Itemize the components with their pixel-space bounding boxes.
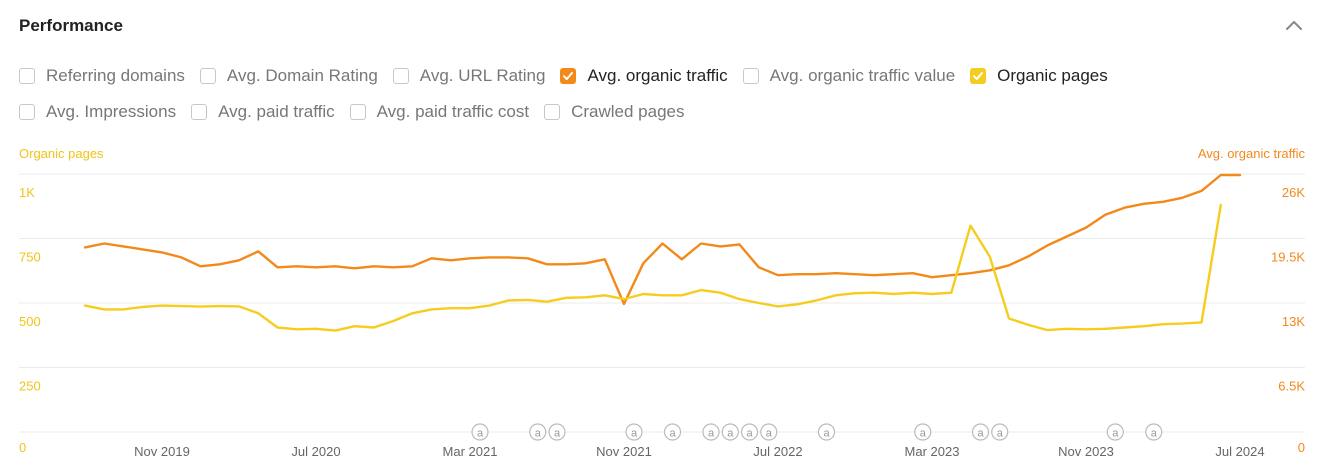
checkbox-avg-organic-traffic-value[interactable]: Avg. organic traffic value: [742, 66, 956, 86]
metric-row-1: Referring domains Avg. Domain Rating Avg…: [19, 66, 1123, 86]
checkbox-label: Avg. organic traffic value: [769, 66, 956, 85]
x-tick-label: Nov 2021: [596, 444, 652, 459]
annotation-label: a: [977, 428, 984, 440]
left-tick-label: 250: [19, 379, 41, 394]
checkbox-box[interactable]: [544, 104, 561, 120]
checkbox-label: Avg. Impressions: [46, 102, 177, 121]
checkbox-label: Avg. URL Rating: [419, 66, 546, 85]
annotation-marker: [548, 423, 566, 441]
annotation-marker: [625, 423, 643, 441]
right-tick-label: 0: [1298, 440, 1305, 455]
checkbox-label: Avg. Domain Rating: [226, 66, 378, 85]
checkbox-label: Crawled pages: [571, 102, 685, 121]
right-axis-title: Avg. organic traffic: [1197, 146, 1305, 161]
checkbox-referring-domains[interactable]: Referring domains: [19, 66, 185, 86]
left-tick-label: 500: [19, 314, 41, 329]
metric-row-2: Avg. Impressions Avg. paid traffic Avg. …: [19, 102, 700, 122]
checkbox-organic-pages[interactable]: Organic pages: [970, 66, 1108, 86]
annotation-label: a: [669, 428, 676, 440]
checkbox-label: Organic pages: [997, 66, 1108, 85]
left-axis-title: Organic pages: [19, 146, 104, 161]
annotation-marker: [1145, 423, 1163, 441]
checkbox-label: Avg. paid traffic cost: [376, 102, 530, 121]
annotation-label: a: [631, 428, 638, 440]
checkbox-box[interactable]: [392, 68, 409, 84]
checkbox-avg-impressions[interactable]: Avg. Impressions: [19, 102, 176, 122]
x-tick-label: Jul 2024: [1215, 444, 1264, 459]
annotation-label: a: [746, 428, 753, 440]
checkbox-box[interactable]: [560, 68, 577, 84]
checkbox-avg-domain-rating[interactable]: Avg. Domain Rating: [199, 66, 378, 86]
annotation-marker: [740, 423, 759, 441]
x-tick-label: Nov 2023: [1058, 444, 1114, 459]
annotation-label: a: [727, 428, 734, 440]
checkbox-box[interactable]: [970, 68, 987, 84]
annotation-marker: [760, 423, 778, 441]
organic-traffic-line: [83, 173, 1242, 306]
x-tick-label: Jul 2020: [291, 444, 340, 459]
checkbox-label: Avg. paid traffic: [218, 102, 335, 121]
checkmark-icon: [973, 72, 984, 80]
checkbox-label: Referring domains: [46, 66, 185, 85]
checkbox-box[interactable]: [349, 104, 366, 120]
organic-pages-line: [83, 203, 1223, 332]
chevron-up-icon[interactable]: [1282, 14, 1306, 38]
annotation-marker: [471, 423, 489, 441]
checkmark-icon: [563, 72, 574, 80]
checkbox-avg-url-rating[interactable]: Avg. URL Rating: [392, 66, 546, 86]
annotation-marker: [914, 423, 932, 441]
left-tick-label: 1K: [19, 185, 35, 200]
x-tick-label: Nov 2019: [134, 444, 190, 459]
right-tick-label: 26K: [1282, 185, 1305, 200]
checkbox-label: Avg. organic traffic: [587, 66, 728, 85]
checkbox-box[interactable]: [19, 104, 35, 120]
annotation-label: a: [823, 428, 830, 440]
annotation-label: a: [997, 428, 1004, 440]
right-tick-label: 6.5K: [1278, 379, 1305, 394]
annotation-marker: [663, 423, 682, 441]
annotation-marker: [817, 423, 836, 441]
left-tick-label: 0: [19, 440, 26, 455]
annotation-label: a: [920, 428, 927, 440]
annotation-marker: [529, 423, 547, 441]
checkbox-avg-paid-traffic[interactable]: Avg. paid traffic: [191, 102, 335, 122]
right-tick-label: 19.5K: [1271, 250, 1305, 265]
checkbox-box[interactable]: [199, 68, 216, 84]
annotation-marker: [1106, 423, 1124, 441]
x-tick-label: Mar 2021: [443, 444, 498, 459]
annotation-marker: [702, 423, 720, 441]
annotation-label: a: [554, 428, 561, 440]
checkbox-crawled-pages[interactable]: Crawled pages: [544, 102, 685, 122]
annotation-label: a: [1151, 428, 1158, 440]
checkbox-box[interactable]: [742, 68, 759, 84]
panel-title: Performance: [19, 16, 123, 35]
left-tick-label: 750: [19, 250, 41, 265]
annotation-marker: [721, 423, 739, 441]
x-tick-label: Jul 2022: [753, 444, 802, 459]
annotation-label: a: [766, 428, 773, 440]
annotation-label: a: [477, 428, 484, 440]
annotation-marker: [991, 423, 1009, 441]
checkbox-box[interactable]: [191, 104, 208, 120]
checkbox-avg-paid-traffic-cost[interactable]: Avg. paid traffic cost: [349, 102, 530, 122]
right-tick-label: 13K: [1282, 314, 1305, 329]
x-tick-label: Mar 2023: [905, 444, 960, 459]
annotation-label: a: [708, 428, 715, 440]
checkbox-avg-organic-traffic[interactable]: Avg. organic traffic: [560, 66, 728, 86]
checkbox-box[interactable]: [19, 68, 35, 84]
annotation-label: a: [1112, 428, 1119, 440]
annotation-marker: [971, 423, 990, 441]
annotation-label: a: [535, 428, 542, 440]
